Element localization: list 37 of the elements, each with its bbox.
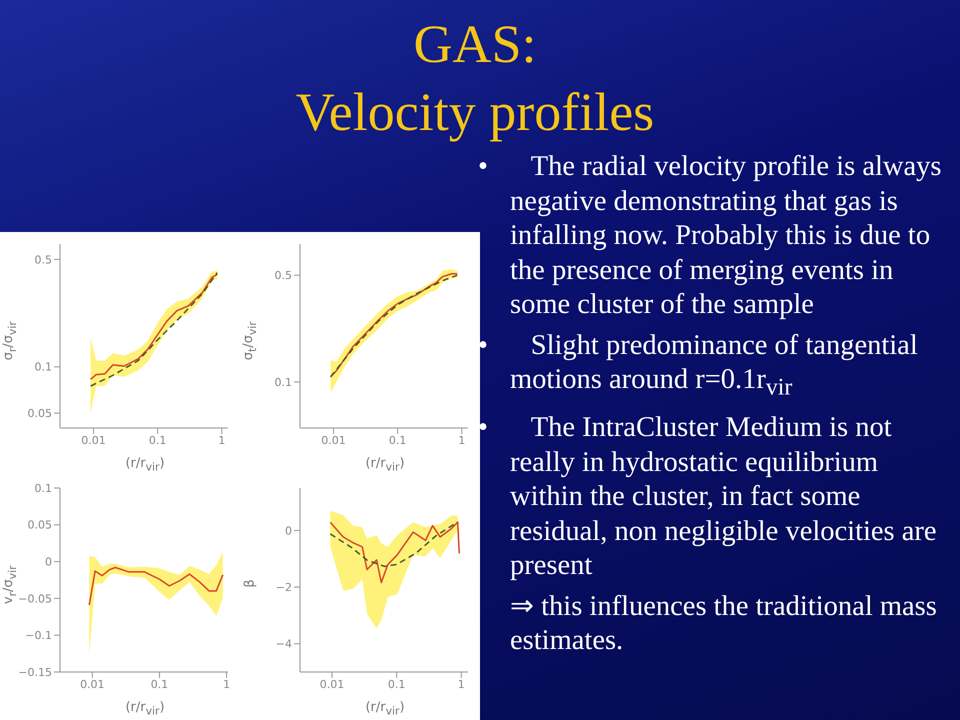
y-tick-label: 0	[45, 556, 52, 569]
text: • The IntraCluster Medium is not really in hydrostatic equilibrium within the cluster, in fact some residual, non negligible velocities are present	[478, 411, 938, 584]
text: • Slight predominance of tangential motions around r=0.1r$_{vir}$	[478, 328, 919, 403]
y-tick-label: 0.05	[28, 407, 52, 420]
x-tick-label: 0.1	[148, 434, 166, 447]
x-tick-label: 0.01	[81, 434, 106, 447]
text: • The radial velocity profile is always negative demonstrating that gas is infalling now. Probably this is due to the presence of merging events in some cluster of the sample	[478, 150, 942, 322]
y-tick-label: 0.5	[274, 269, 292, 282]
x-axis-title: (r/r$_{vir}$)	[364, 700, 406, 718]
x-tick-label: 0.01	[321, 434, 346, 447]
x-tick-label: 0.1	[388, 678, 406, 691]
x-tick-label: 0.1	[150, 678, 168, 691]
x-axis-title: (r/r$_{vir}$)	[124, 456, 166, 474]
x-axis-title: (r/r$_{vir}$)	[364, 456, 406, 474]
x-tick-label: 1	[223, 678, 230, 691]
text: ⇒ this influences the traditional mass estimates.	[509, 590, 938, 658]
text: GAS:	[412, 13, 538, 76]
x-tick-label: 1	[458, 678, 465, 691]
y-tick-label: 0.05	[28, 518, 52, 532]
y-tick-label: 0.5	[34, 253, 52, 266]
y-tick-label: −0.05	[18, 592, 52, 606]
y-tick-label: −4	[276, 638, 292, 651]
y-tick-label: −0.1	[25, 629, 52, 642]
y-tick-label: 0.1	[34, 482, 52, 495]
y-tick-label: −2	[276, 580, 292, 594]
y-axis-title: β	[242, 578, 258, 590]
y-tick-label: 0	[285, 524, 292, 538]
x-axis-title: (r/r$_{vir}$)	[124, 700, 166, 718]
text: Velocity profiles	[294, 81, 656, 144]
y-tick-label: 0.1	[274, 376, 292, 389]
x-tick-label: 0.01	[320, 678, 344, 691]
x-tick-label: 1	[458, 434, 466, 447]
x-tick-label: 0.01	[80, 678, 105, 691]
y-tick-label: −0.15	[18, 666, 52, 679]
y-tick-label: 0.1	[34, 360, 52, 374]
x-tick-label: 1	[218, 434, 226, 447]
x-tick-label: 0.1	[388, 434, 406, 447]
